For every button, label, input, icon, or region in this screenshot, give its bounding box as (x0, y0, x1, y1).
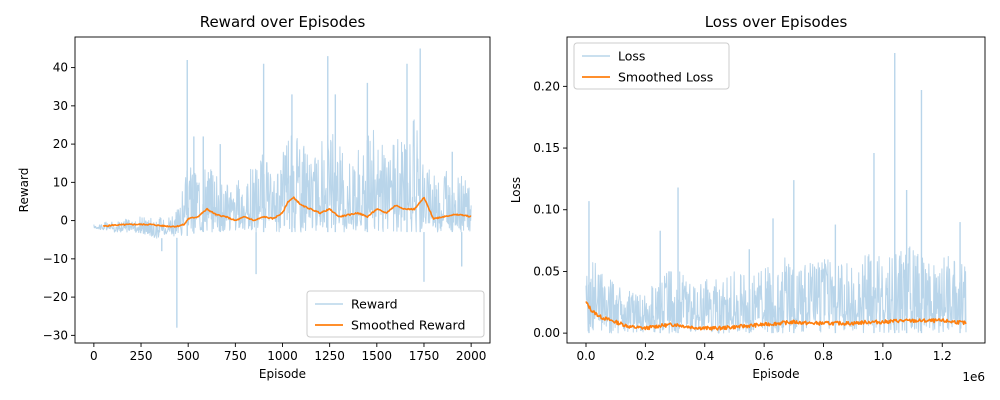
y-tick-label: 0.15 (533, 141, 560, 155)
reward-chart: 0 250 500 750 1000 1250 1500 1750 2000 −30 −20 −10 0… (17, 13, 491, 381)
x-tick-label: 500 (177, 349, 200, 363)
y-tick-label: 20 (53, 137, 68, 151)
axes-frame (566, 36, 986, 344)
y-tick-label: −20 (43, 290, 68, 304)
x-offset-label: 1e6 (962, 370, 985, 384)
series-line-smoothed (585, 301, 967, 331)
y-tick-label: 0.00 (533, 326, 560, 340)
x-tick-label: 750 (224, 349, 247, 363)
x-tick-label: 0.8 (814, 349, 833, 363)
x-axis-label: Episode (752, 367, 799, 381)
y-tick-label: −30 (43, 328, 68, 342)
plot-area (585, 53, 967, 334)
x-tick-label: 250 (130, 349, 153, 363)
x-tick-label: 0.4 (695, 349, 714, 363)
y-tick-label: 0.20 (533, 79, 560, 93)
x-tick-label: 0 (90, 349, 98, 363)
x-tick-label: 0.6 (755, 349, 774, 363)
y-tick-label: 0 (60, 214, 68, 228)
x-tick-label: 2000 (456, 349, 487, 363)
y-tick-label: 0.10 (533, 203, 560, 217)
series-line-raw (93, 119, 472, 239)
y-tick-label: 30 (53, 99, 68, 113)
y-axis-label: Reward (17, 168, 31, 213)
series-line-raw (585, 246, 967, 334)
x-tick-label: 1.0 (873, 349, 892, 363)
y-tick-label: 10 (53, 175, 68, 189)
series-line-smoothed (102, 196, 472, 228)
legend-box (573, 42, 730, 90)
plot-area (93, 48, 472, 328)
x-tick-label: 1500 (362, 349, 393, 363)
legend-entry: Reward (351, 297, 398, 312)
loss-chart: 0.0 0.2 0.4 0.6 0.8 1.0 1.2 0.00 0.05 0.10 0.15 0.2… (509, 13, 986, 384)
chart-title: Loss over Episodes (705, 13, 848, 31)
x-axis-label: Episode (259, 367, 306, 381)
x-tick-label: 1750 (409, 349, 440, 363)
y-tick-label: 0.05 (533, 264, 560, 278)
x-tick-label: 1000 (267, 349, 298, 363)
legend-box (306, 290, 485, 338)
y-axis-label: Loss (509, 177, 523, 203)
x-tick-label: 0.2 (636, 349, 655, 363)
x-tick-label: 0.0 (576, 349, 595, 363)
chart-title: Reward over Episodes (200, 13, 366, 31)
legend: Reward Smoothed Reward (306, 290, 485, 338)
legend-entry: Smoothed Reward (351, 318, 465, 333)
legend: Loss Smoothed Loss (573, 42, 730, 90)
x-tick-label: 1250 (314, 349, 345, 363)
y-tick-label: −10 (43, 252, 68, 266)
x-tick-label: 1.2 (933, 349, 952, 363)
legend-entry: Loss (618, 49, 645, 64)
y-tick-label: 40 (53, 61, 68, 75)
legend-entry: Smoothed Loss (618, 70, 713, 85)
